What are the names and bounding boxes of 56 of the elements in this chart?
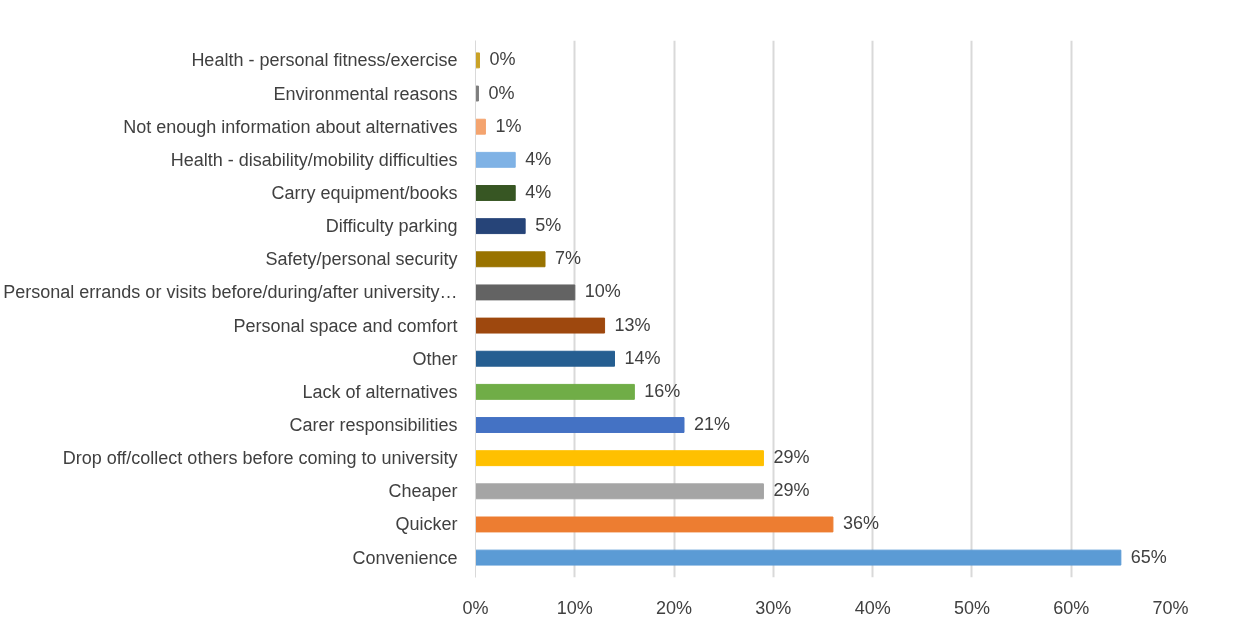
data-label: 1% [495, 115, 522, 136]
data-label: 10% [584, 281, 621, 302]
bar [475, 185, 516, 201]
bar [475, 251, 546, 268]
bar [475, 417, 685, 433]
data-label: 5% [535, 215, 562, 236]
x-tick-label: 20% [656, 597, 693, 618]
bar [475, 118, 486, 135]
data-label: 4% [525, 148, 552, 169]
y-tick-label: Personal errands or visits before/during/after university… [3, 282, 458, 303]
data-label: 7% [555, 248, 582, 269]
x-tick-label: 60% [1053, 597, 1090, 618]
y-tick-label: Personal space and comfort [233, 315, 458, 336]
y-tick-label: Cheaper [388, 481, 458, 502]
data-label: 29% [773, 447, 810, 468]
bar [475, 284, 576, 301]
y-tick-label: Health - disability/mobility difficulties [170, 149, 458, 170]
data-label: 29% [773, 480, 810, 501]
data-label: 21% [694, 414, 731, 435]
data-label: 0% [488, 82, 515, 103]
x-tick-label: 10% [556, 597, 593, 618]
y-tick-label: Difficulty parking [325, 216, 458, 237]
bar [475, 317, 606, 334]
x-tick-label: 30% [755, 597, 792, 618]
data-label: 4% [525, 181, 552, 202]
bar [475, 450, 764, 467]
data-label: 13% [614, 314, 651, 335]
data-label: 65% [1130, 546, 1167, 567]
y-tick-label: Health - personal fitness/exercise [191, 50, 458, 71]
x-tick-label: 40% [854, 597, 891, 618]
bar [475, 483, 764, 500]
y-tick-label: Safety/personal security [265, 249, 458, 270]
bar [475, 218, 526, 235]
x-tick-label: 70% [1152, 597, 1189, 618]
y-tick-label: Environmental reasons [273, 83, 458, 104]
data-label: 14% [624, 347, 661, 368]
y-tick-label: Quicker [395, 514, 458, 535]
y-tick-label: Other [412, 348, 458, 369]
y-tick-label: Carry equipment/books [271, 182, 458, 203]
bar [475, 151, 516, 168]
bar [475, 350, 615, 367]
x-tick-label: 50% [953, 597, 990, 618]
y-tick-label: Drop off/collect others before coming to university [62, 448, 458, 469]
y-tick-label: Not enough information about alternatives [123, 116, 458, 137]
bar [475, 85, 479, 102]
data-label: 16% [644, 380, 681, 401]
bar [475, 549, 1122, 566]
bar [475, 516, 834, 533]
y-tick-label: Carer responsibilities [289, 415, 458, 436]
y-tick-label: Convenience [352, 547, 458, 568]
bar [475, 52, 480, 69]
y-tick-label: Lack of alternatives [302, 381, 458, 402]
data-label: 0% [489, 49, 516, 70]
data-label: 36% [842, 513, 879, 534]
x-tick-label: 0% [462, 597, 489, 618]
bar [475, 383, 635, 400]
